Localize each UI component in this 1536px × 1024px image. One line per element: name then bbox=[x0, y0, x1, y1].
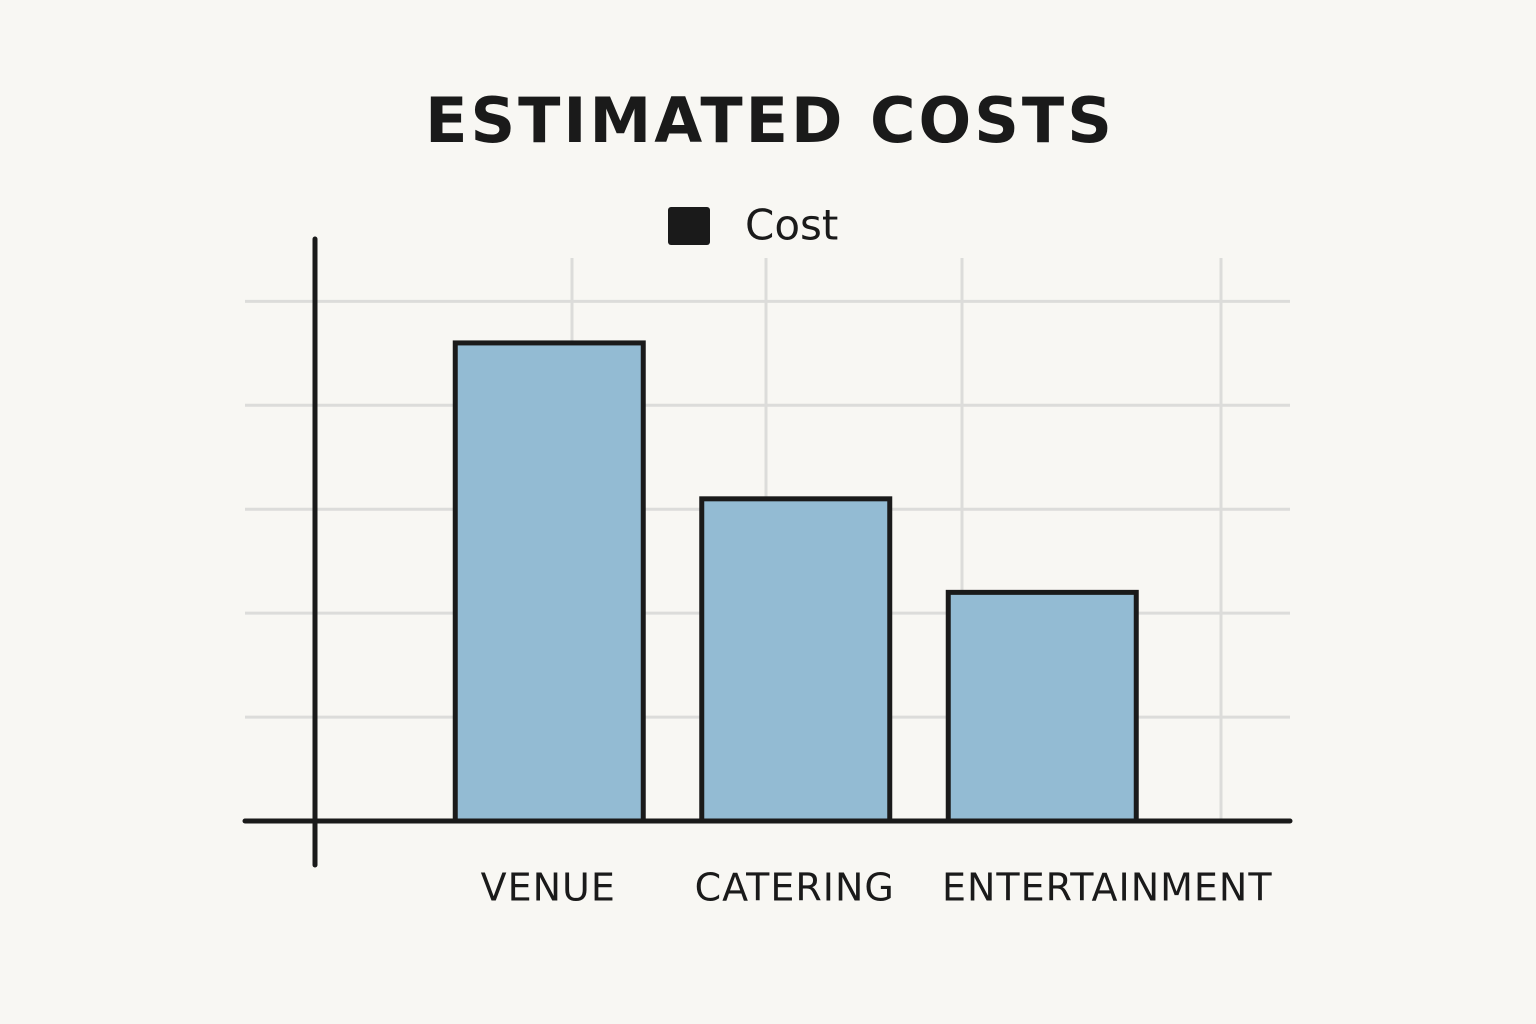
x-tick-label: CATERING bbox=[695, 866, 895, 910]
legend-label: Cost bbox=[745, 201, 838, 250]
bar bbox=[452, 340, 646, 824]
chart-title: ESTIMATED COSTS bbox=[425, 84, 1115, 157]
x-tick-label: VENUE bbox=[481, 866, 616, 910]
bar bbox=[699, 496, 893, 824]
x-tick-label: ENTERTAINMENT bbox=[942, 866, 1273, 910]
legend-swatch bbox=[668, 207, 710, 245]
bar bbox=[945, 589, 1139, 824]
